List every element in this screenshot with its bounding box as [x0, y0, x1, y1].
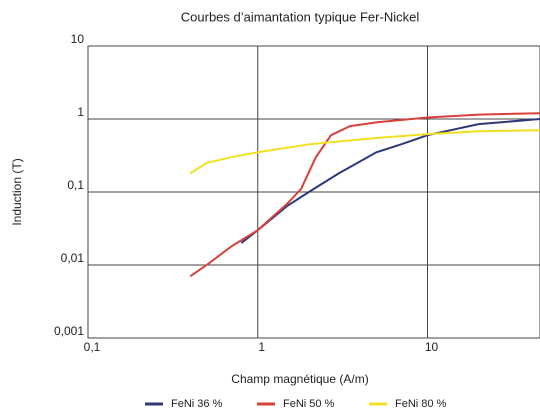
- legend-label: FeNi 50 %: [283, 398, 335, 410]
- series-line: [189, 129, 540, 175]
- x-axis-label: Champ magnétique (A/m): [231, 372, 368, 386]
- y-tick-label: 0,001: [54, 324, 84, 338]
- y-tick-label: 10: [71, 32, 85, 46]
- x-tick-label: 1: [258, 340, 265, 354]
- series-line: [189, 112, 540, 278]
- x-tick-label: 10: [425, 340, 439, 354]
- y-tick-label: 0,1: [67, 178, 84, 192]
- x-tick-label: 0,1: [84, 340, 101, 354]
- y-axis-label: Induction (T): [10, 158, 24, 225]
- y-tick-label: 0,01: [61, 251, 85, 265]
- legend-label: FeNi 80 %: [395, 398, 447, 410]
- chart-title: Courbes d’aimantation typique Fer-Nickel: [181, 9, 420, 24]
- legend-label: FeNi 36 %: [171, 398, 223, 410]
- y-tick-label: 1: [77, 105, 84, 119]
